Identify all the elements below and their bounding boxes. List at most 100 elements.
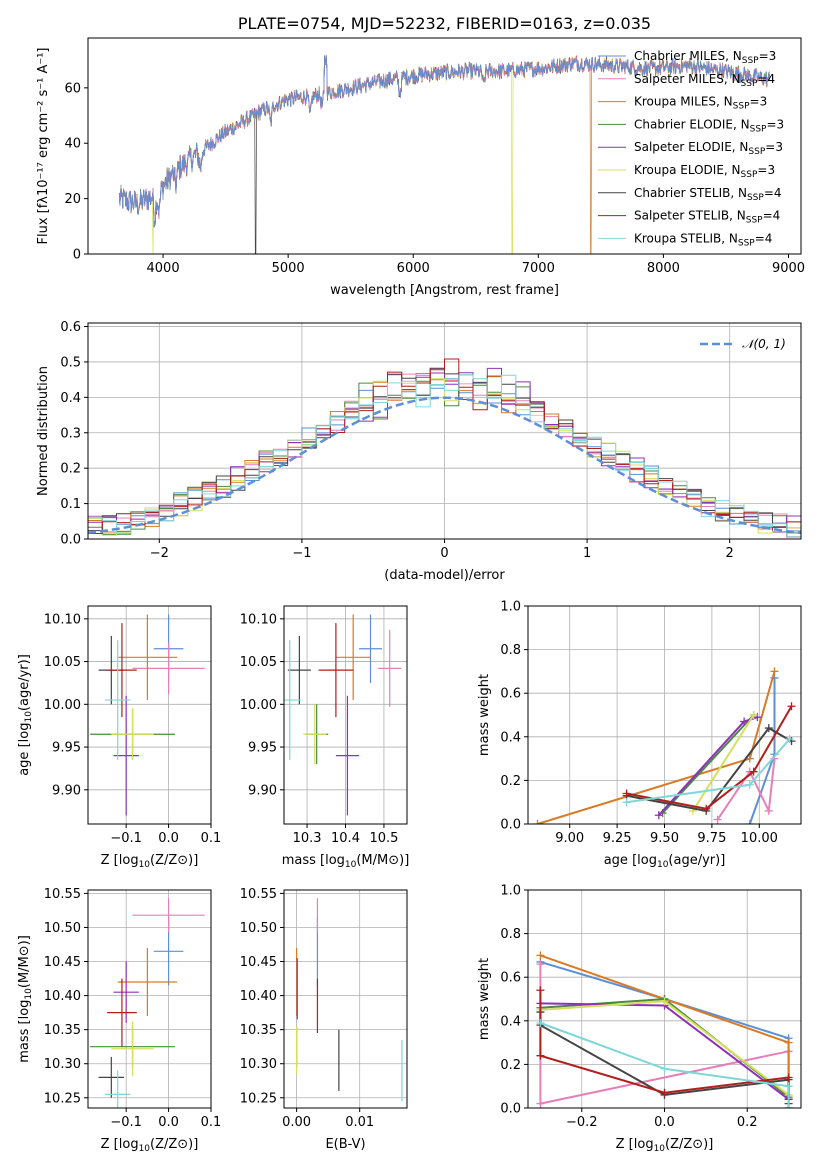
legend-entry: Salpeter MILES, NSSP=4 (634, 72, 775, 89)
x-axis-label-end: (Z/Z⊙)] (150, 1137, 198, 1152)
errorbar-point (104, 1070, 131, 1108)
legend-entry: Kroupa ELODIE, NSSP=3 (634, 163, 775, 180)
legend-entry-end: =4 (757, 72, 775, 86)
y-tick-label: 10.55 (240, 887, 277, 902)
plus-marker (749, 711, 758, 719)
mass-vs-z-ticks: −0.1 0.0 0.1 10.25 10.30 10.35 10.40 10.45 10.50… (44, 887, 222, 1130)
legend-entry-end: =3 (750, 95, 768, 109)
chart-title: PLATE=0754, MJD=52232, FIBERID=0163, z=0… (238, 14, 651, 33)
x-axis-label-end: (M/M⊙)] (356, 853, 409, 868)
x-tick-label: 9.00 (555, 831, 584, 846)
x-tick-label: 0.1 (201, 1115, 222, 1130)
x-tick-label: 0.2 (737, 1115, 758, 1130)
legend-entry-main: Chabrier MILES, N (634, 49, 742, 63)
plus-marker (749, 767, 758, 776)
y-tick-label: 10.10 (240, 612, 277, 627)
errorbar-point (117, 947, 178, 1017)
weight-series (622, 734, 794, 807)
legend-entry-end: =4 (763, 209, 781, 223)
x-tick-label: 0.1 (201, 831, 222, 846)
y-tick-label: 60 (64, 81, 81, 96)
plus-marker (702, 804, 711, 813)
y-tick-label: 0.1 (60, 497, 81, 512)
errorbar-point (113, 961, 139, 1023)
age-vs-z-ticks: −0.1 0.0 0.1 9.90 9.95 10.00 10.05 10.10 (44, 612, 222, 846)
y-tick-label: 10.40 (240, 989, 277, 1004)
legend-entry: Kroupa MILES, NSSP=3 (634, 95, 767, 112)
legend-entry-main: Chabrier ELODIE, N (634, 117, 750, 131)
errorbar-point (335, 614, 371, 701)
y-tick-label: 1.0 (500, 884, 521, 899)
legend-entry-main: Kroupa ELODIE, N (634, 163, 741, 177)
plus-marker (787, 702, 796, 711)
histogram-step (88, 358, 801, 534)
y-axis-label-main: mass [log (17, 1000, 32, 1063)
legend-entry-end: =3 (765, 140, 783, 154)
x-tick-label: 0.0 (158, 1115, 179, 1130)
x-tick-label: 0.0 (158, 831, 179, 846)
weight-series (536, 1018, 793, 1108)
x-axis-label-end: (age/yr)] (668, 853, 725, 868)
mass-vs-ebv-plot-area (296, 898, 403, 1102)
y-tick-label: 10.35 (240, 1023, 277, 1038)
x-tick-label: 9.75 (697, 831, 726, 846)
x-tick-label: −0.1 (110, 831, 142, 846)
errorbar-point (111, 1021, 154, 1076)
x-tick-label: 5000 (272, 261, 305, 276)
axes-frame (87, 605, 212, 825)
axes-frame (283, 605, 408, 825)
plus-marker (622, 789, 631, 798)
y-tick-label: 0.0 (60, 533, 81, 548)
legend-entry-end: =4 (755, 231, 773, 245)
spectrum-line (118, 55, 771, 228)
weight-vs-age-plot-area (533, 667, 796, 824)
y-tick-label: 0.4 (500, 730, 521, 745)
y-axis-label: mass weight (477, 958, 492, 1040)
series-line (748, 677, 776, 824)
legend-entry: Chabrier MILES, NSSP=3 (634, 49, 776, 66)
x-tick-label: 8000 (647, 261, 680, 276)
plus-marker (660, 1088, 669, 1097)
plus-marker (536, 1018, 545, 1027)
y-tick-label: 10.35 (44, 1023, 81, 1038)
x-axis-label-main: Z [log (101, 1137, 139, 1152)
errorbar-point (98, 1056, 125, 1098)
y-tick-label: 0.0 (500, 818, 521, 833)
y-tick-label: 0.2 (500, 1058, 521, 1073)
legend-entry-end: =3 (766, 117, 784, 131)
histogram-step (88, 374, 801, 538)
y-tick-label: 10.40 (44, 989, 81, 1004)
mass-vs-z-panel: −0.1 0.0 0.1 10.25 10.30 10.35 10.40 10.45 10.50… (44, 887, 222, 1130)
legend-entry-sub: SSP (733, 102, 750, 112)
x-tick-label: 6000 (397, 261, 430, 276)
mass-vs-z-grid (88, 890, 212, 1108)
legend-entry-sub: SSP (742, 56, 759, 66)
errorbar-point (378, 629, 402, 707)
weight-vs-age-panel: 9.00 9.25 9.50 9.75 10.00 0.0 0.2 0.4 0.6 0.8 1.0 (500, 600, 802, 846)
y-tick-label: 10.30 (240, 1057, 277, 1072)
legend-entry-main: Chabrier STELIB, N (634, 186, 747, 200)
plus-marker (784, 1104, 793, 1108)
x-axis-label-main: age [log (604, 853, 657, 868)
residuals-plot-area (88, 358, 801, 538)
x-tick-label: 9.50 (650, 831, 679, 846)
plus-marker (536, 986, 545, 995)
errorbar-point (104, 640, 131, 760)
plus-marker (533, 820, 542, 824)
legend-entry-end: =3 (757, 163, 775, 177)
residuals-ticks: −2 −1 0 1 2 0.0 0.1 0.2 0.3 0.4 0.5 0.6 (60, 320, 734, 561)
x-axis-label: E(B-V) (325, 1137, 365, 1152)
legend-entry-sub: SSP (738, 238, 755, 248)
plus-marker (745, 754, 754, 763)
plus-marker (536, 960, 545, 969)
y-tick-label: 10.45 (240, 955, 277, 970)
y-axis-label-sub: 10 (24, 711, 34, 723)
plus-marker (784, 1038, 793, 1047)
plus-marker (740, 717, 749, 726)
legend: 𝒩(0, 1) (700, 337, 786, 351)
x-tick-label: 9.25 (603, 831, 632, 846)
series-line (716, 758, 776, 821)
errorbar-point (303, 704, 327, 765)
x-axis-label: Z [log10(Z/Z⊙)] (101, 1137, 199, 1154)
legend-entry-sub: SSP (747, 193, 764, 203)
